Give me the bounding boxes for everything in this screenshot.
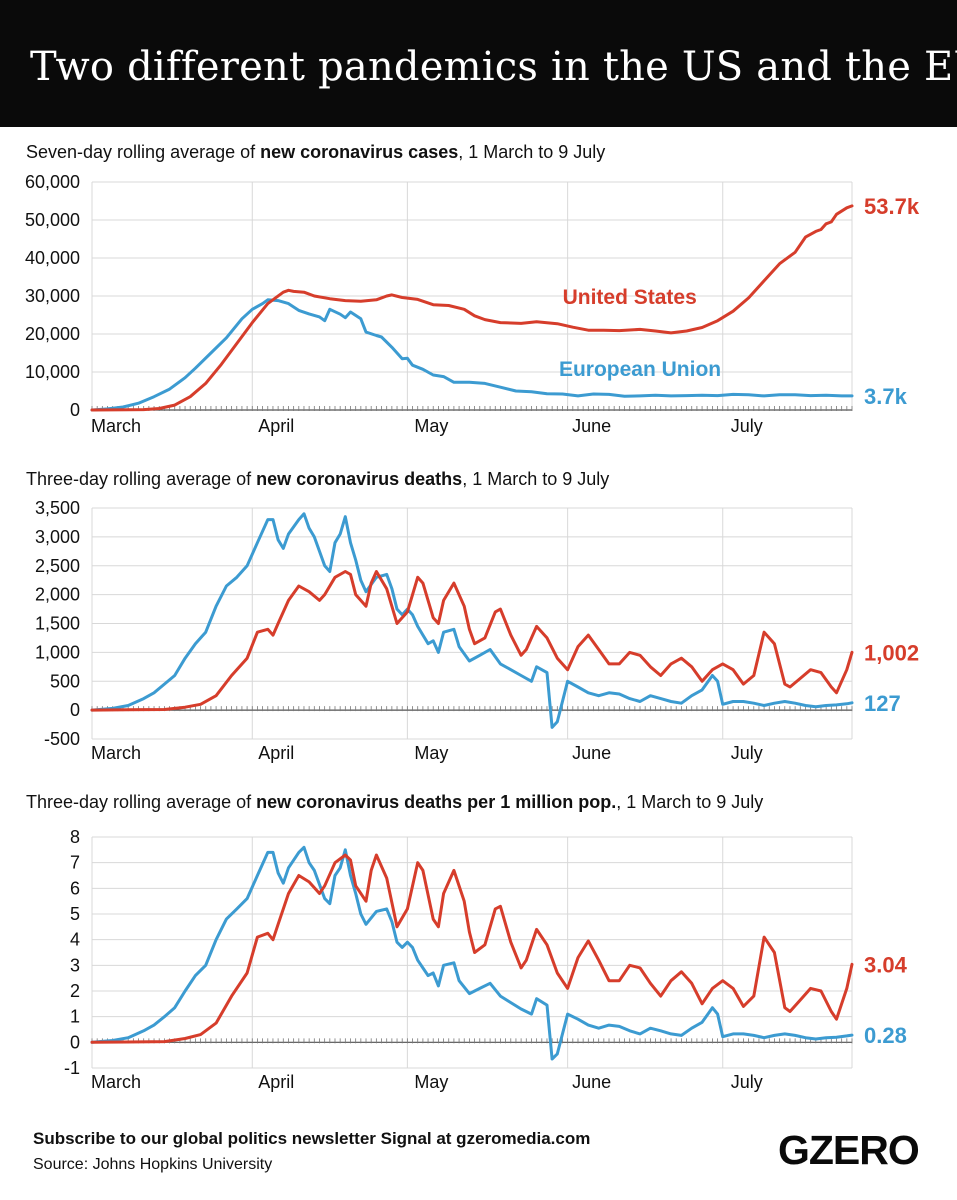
y-tick-label: 30,000 xyxy=(25,286,80,306)
us-end-label: 3.04 xyxy=(864,952,908,977)
x-tick-label: June xyxy=(572,416,611,436)
chart1-subtitle-bold: new coronavirus cases xyxy=(260,142,459,162)
chart2-subtitle-post: , 1 March to 9 July xyxy=(462,469,610,489)
y-tick-label: 2,500 xyxy=(35,556,80,576)
y-tick-label: 2,000 xyxy=(35,585,80,605)
eu-series-line xyxy=(90,512,854,729)
chart1-subtitle-pre: Seven-day rolling average of xyxy=(26,142,261,162)
source-note: Source: Johns Hopkins University xyxy=(33,1156,273,1173)
eu-end-label: 127 xyxy=(864,691,901,716)
y-tick-label: 0 xyxy=(70,400,80,420)
y-tick-label: 3 xyxy=(70,955,80,975)
newsletter-promo: Subscribe to our global politics newslet… xyxy=(33,1129,591,1148)
chart3-subtitle-pre: Three-day rolling average of xyxy=(26,792,257,812)
title-banner: Two different pandemics in the US and th… xyxy=(0,0,957,127)
eu-series-label: European Union xyxy=(559,358,721,381)
y-tick-label: -500 xyxy=(44,729,80,749)
y-tick-label: 3,500 xyxy=(35,498,80,518)
deaths-chart: -500 0 500 1,000 1,500 2,000 2,500 3,000 3,500 Ma… xyxy=(35,498,919,763)
chart3-subtitle: Three-day rolling average of new coronav… xyxy=(26,792,763,813)
x-tick-label: July xyxy=(731,416,763,436)
chart2-subtitle: Three-day rolling average of new coronav… xyxy=(26,469,609,490)
chart1-subtitle: Seven-day rolling average of new coronav… xyxy=(26,142,605,163)
chart1-subtitle-post: , 1 March to 9 July xyxy=(458,142,606,162)
y-tick-label: 5 xyxy=(70,904,80,924)
us-end-label: 53.7k xyxy=(864,194,920,219)
eu-series-line xyxy=(90,845,854,1061)
x-tick-label: May xyxy=(414,743,448,763)
chart3-subtitle-post: , 1 March to 9 July xyxy=(616,792,764,812)
y-tick-label: 4 xyxy=(70,930,80,950)
y-tick-label: -1 xyxy=(64,1058,80,1078)
x-tick-label: March xyxy=(91,416,141,436)
x-tick-label: April xyxy=(258,743,294,763)
chart2-subtitle-pre: Three-day rolling average of xyxy=(26,469,257,489)
y-tick-label: 0 xyxy=(70,1032,80,1052)
x-tick-label: April xyxy=(258,1072,294,1092)
y-tick-label: 40,000 xyxy=(25,248,80,268)
eu-end-label: 3.7k xyxy=(864,384,908,409)
y-tick-label: 500 xyxy=(50,671,80,691)
y-tick-label: 10,000 xyxy=(25,362,80,382)
us-end-label: 1,002 xyxy=(864,640,919,665)
us-series-line xyxy=(90,853,854,1044)
y-tick-label: 60,000 xyxy=(25,172,80,192)
cases-chart: 0 10,000 20,000 30,000 40,000 50,000 60,000 Mar… xyxy=(25,172,920,436)
deaths-per-million-chart: -1 0 1 2 3 4 5 6 7 8 March April May June July 0.28 3.04 xyxy=(64,827,908,1092)
eu-series-line xyxy=(90,298,854,412)
us-series-line xyxy=(90,570,854,712)
page-title: Two different pandemics in the US and th… xyxy=(30,44,957,90)
us-series-label: United States xyxy=(563,286,697,309)
y-tick-label: 2 xyxy=(70,981,80,1001)
y-tick-label: 50,000 xyxy=(25,210,80,230)
y-tick-label: 1,500 xyxy=(35,614,80,634)
x-tick-label: July xyxy=(731,1072,763,1092)
chart2-subtitle-bold: new coronavirus deaths xyxy=(256,469,463,489)
x-tick-label: March xyxy=(91,743,141,763)
x-tick-label: June xyxy=(572,1072,611,1092)
eu-end-label: 0.28 xyxy=(864,1023,907,1048)
x-tick-label: June xyxy=(572,743,611,763)
x-tick-label: May xyxy=(414,1072,448,1092)
x-tick-label: July xyxy=(731,743,763,763)
y-tick-label: 6 xyxy=(70,878,80,898)
y-tick-label: 20,000 xyxy=(25,324,80,344)
x-tick-label: May xyxy=(414,416,448,436)
y-tick-label: 8 xyxy=(70,827,80,847)
y-tick-label: 7 xyxy=(70,853,80,873)
y-tick-label: 1 xyxy=(70,1007,80,1027)
gzero-logo: GZERO xyxy=(778,1127,920,1173)
x-tick-label: April xyxy=(258,416,294,436)
us-series-line xyxy=(90,204,854,412)
y-tick-label: 3,000 xyxy=(35,527,80,547)
y-tick-label: 0 xyxy=(70,700,80,720)
x-tick-label: March xyxy=(91,1072,141,1092)
chart3-subtitle-bold: new coronavirus deaths per 1 million pop… xyxy=(256,792,617,812)
y-tick-label: 1,000 xyxy=(35,642,80,662)
